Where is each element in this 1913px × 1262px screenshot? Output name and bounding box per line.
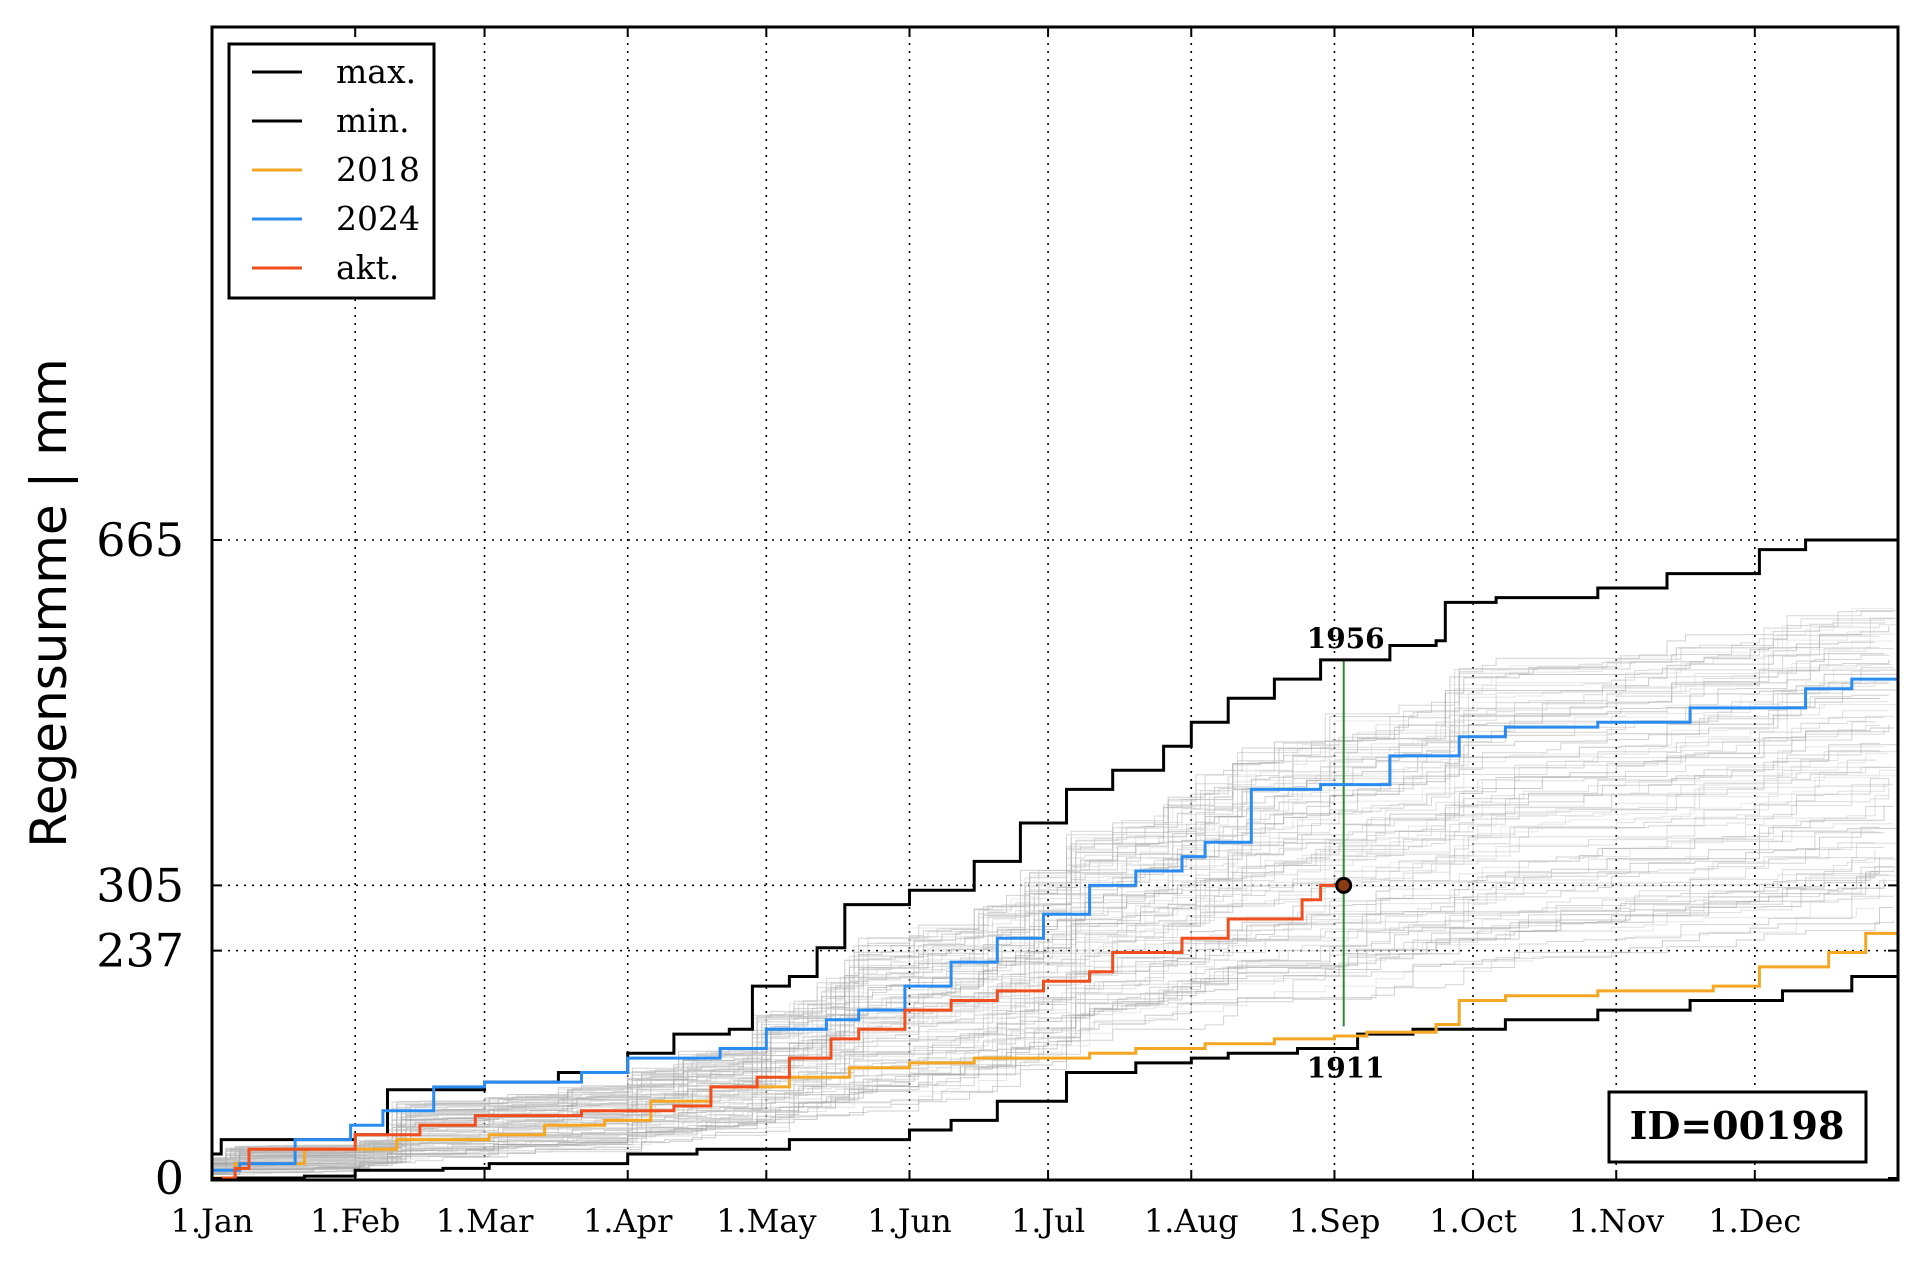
- id-label: ID=00198: [1630, 1103, 1845, 1148]
- plot-frame: [210, 25, 1900, 1182]
- x-tick-label: 1.Jul: [1011, 1202, 1085, 1240]
- historical-year-line: [212, 830, 1875, 1171]
- series-line-min: [212, 950, 1898, 1180]
- grid-lines: [212, 27, 1898, 1180]
- historical-year-line: [212, 794, 1889, 1170]
- annotations: 1956 1911: [1307, 622, 1385, 1085]
- series-line-2024: [212, 664, 1898, 1172]
- historical-year-line: [212, 866, 1898, 1173]
- historical-year-line: [212, 847, 1885, 1171]
- x-tick-label: 1.Mar: [436, 1202, 534, 1240]
- series-line-2018: [212, 928, 1898, 1180]
- historical-year-line: [212, 618, 1894, 1160]
- historical-year-line: [212, 753, 1889, 1168]
- series-line-max: [212, 538, 1898, 1156]
- x-tick-label: 1.Oct: [1429, 1202, 1517, 1240]
- legend-label: min.: [336, 101, 410, 140]
- historical-year-line: [212, 624, 1898, 1160]
- x-tick-label: 1.Nov: [1568, 1202, 1664, 1240]
- axis-ticks: 1.Jan 1.Feb 1.Mar 1.Apr 1.May 1.Jun 1.Jul 1.Aug…: [96, 27, 1898, 1240]
- series-lines: [212, 538, 1898, 1180]
- historical-year-line: [212, 907, 1875, 1175]
- x-tick-label: 1.Jan: [170, 1202, 253, 1240]
- y-tick-label: 237: [96, 924, 184, 978]
- legend-label: 2024: [336, 199, 420, 238]
- legend-label: max.: [336, 52, 416, 91]
- historical-year-line: [212, 646, 1880, 1162]
- annotation-label: 1911: [1307, 1052, 1385, 1085]
- x-tick-label: 1.Jun: [867, 1202, 952, 1240]
- legend-label: akt.: [336, 248, 399, 287]
- historical-year-line: [212, 701, 1889, 1164]
- y-tick-label: 305: [96, 858, 184, 912]
- current-point-marker: [1335, 876, 1353, 894]
- y-tick-label: 665: [96, 513, 184, 567]
- y-axis-label: Regensumme | mm: [20, 358, 78, 847]
- historical-year-line: [212, 660, 1890, 1161]
- x-tick-label: 1.Apr: [583, 1202, 673, 1240]
- id-box: ID=00198: [1607, 1090, 1868, 1164]
- x-tick-label: 1.May: [716, 1202, 816, 1240]
- y-tick-label: 0: [155, 1151, 184, 1205]
- legend: max. min. 2018 2024 akt.: [227, 42, 436, 300]
- annotation-label: 1956: [1307, 622, 1385, 655]
- historical-year-line: [212, 874, 1889, 1174]
- x-tick-label: 1.Dec: [1708, 1202, 1801, 1240]
- x-tick-label: 1.Feb: [310, 1202, 400, 1240]
- legend-label: 2018: [336, 150, 420, 189]
- historical-year-line: [212, 744, 1898, 1167]
- historical-year-line: [212, 628, 1876, 1161]
- series-line-akt: [221, 883, 1344, 1180]
- x-tick-label: 1.Aug: [1144, 1202, 1239, 1240]
- x-tick-label: 1.Sep: [1289, 1202, 1381, 1240]
- historical-year-line: [212, 822, 1898, 1171]
- historical-year-line: [212, 698, 1880, 1164]
- historical-year-line: [212, 853, 1898, 1173]
- historical-year-line: [212, 682, 1889, 1164]
